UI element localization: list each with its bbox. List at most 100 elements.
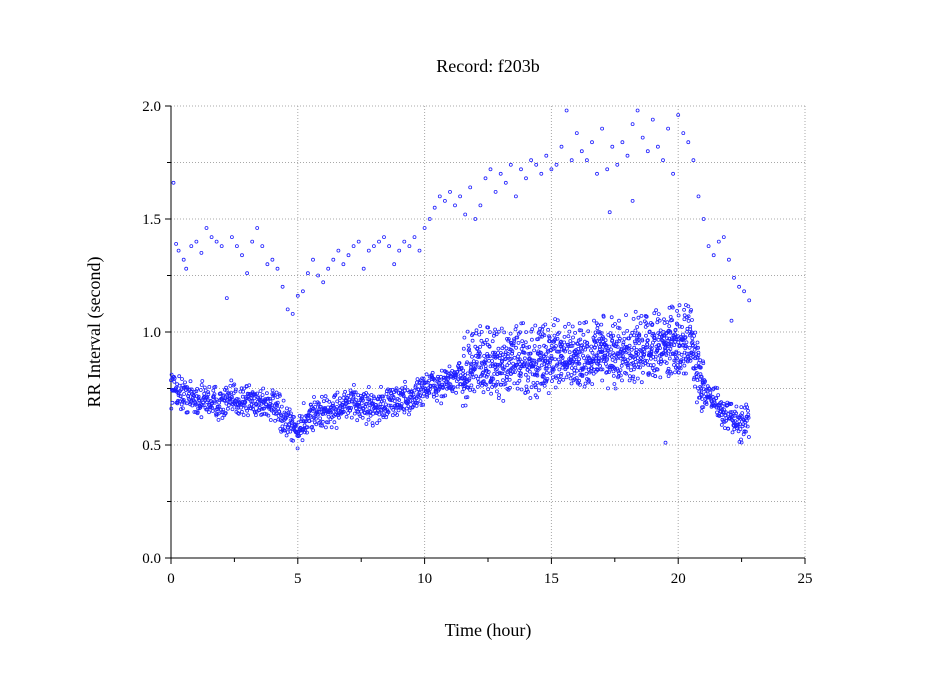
data-point (658, 346, 662, 351)
data-point (239, 405, 243, 410)
data-point (346, 393, 351, 398)
data-point (518, 366, 523, 371)
data-point (544, 344, 548, 349)
data-point (670, 305, 675, 310)
data-point (516, 357, 521, 362)
data-point (746, 408, 750, 413)
data-point (686, 318, 691, 323)
data-point (501, 378, 505, 383)
data-point (626, 365, 630, 370)
data-point (657, 318, 662, 323)
data-point (494, 389, 499, 394)
data-point (469, 383, 474, 388)
data-point (265, 262, 270, 267)
data-point (320, 419, 325, 424)
data-point (641, 370, 645, 375)
data-point (507, 377, 512, 382)
data-point (620, 378, 624, 383)
data-point (610, 144, 615, 149)
data-point (448, 189, 452, 194)
data-point (693, 384, 697, 389)
data-point (491, 376, 496, 381)
data-point (177, 383, 182, 388)
data-point (715, 386, 720, 391)
x-tick-label: 25 (798, 571, 813, 587)
data-point (638, 321, 643, 326)
data-point (554, 344, 558, 348)
data-point (575, 353, 580, 358)
data-point (329, 410, 334, 415)
data-point (458, 194, 463, 199)
data-point (313, 416, 318, 421)
data-point (268, 399, 273, 404)
data-point (210, 401, 215, 406)
data-point (546, 349, 551, 354)
data-point (605, 370, 609, 374)
data-point (587, 379, 591, 384)
gridlines (171, 105, 806, 558)
data-point (627, 336, 631, 341)
data-point (723, 410, 728, 415)
data-point (683, 335, 688, 340)
data-point (590, 382, 595, 387)
data-point (195, 410, 200, 415)
data-point (288, 429, 293, 434)
data-point (691, 158, 696, 163)
data-point (559, 144, 564, 149)
data-point (390, 413, 395, 418)
data-point (549, 167, 554, 172)
data-point (688, 327, 693, 332)
data-point (555, 318, 560, 323)
data-point (710, 394, 715, 399)
data-point (415, 400, 420, 405)
data-point (620, 140, 625, 145)
data-point (382, 398, 386, 403)
data-point (684, 340, 689, 345)
data-point (555, 336, 560, 341)
data-point (669, 339, 674, 344)
data-point (493, 327, 498, 332)
data-point (170, 400, 175, 405)
data-point (274, 390, 279, 395)
data-point (666, 366, 671, 371)
chart-title: Record: f203b (436, 56, 539, 76)
data-point (472, 389, 477, 394)
data-point (548, 360, 552, 365)
data-point (643, 358, 647, 363)
data-point (418, 399, 423, 404)
data-point (601, 314, 606, 319)
data-point (214, 397, 219, 402)
data-point (226, 403, 231, 408)
data-point (478, 344, 483, 349)
data-point (366, 417, 371, 422)
data-point (707, 387, 712, 392)
data-point (569, 158, 574, 163)
data-point (258, 389, 263, 394)
data-point (655, 367, 660, 372)
data-point (504, 356, 509, 361)
data-point (366, 385, 371, 389)
data-point (500, 359, 505, 364)
data-point (649, 350, 654, 355)
data-point (566, 334, 571, 339)
data-point (233, 389, 238, 394)
data-point (644, 314, 649, 319)
data-point (697, 389, 702, 394)
data-point (572, 371, 577, 376)
data-point (177, 374, 182, 379)
data-point (527, 345, 532, 349)
data-point (534, 162, 539, 167)
data-point (236, 411, 241, 416)
data-point (320, 423, 325, 428)
data-point (463, 373, 467, 377)
data-point (510, 351, 514, 356)
data-point (311, 257, 315, 262)
data-point (578, 350, 582, 355)
data-point (428, 384, 433, 389)
data-point (475, 376, 480, 381)
data-point (382, 413, 387, 418)
data-point (498, 171, 503, 176)
data-point (695, 378, 700, 383)
data-point (301, 401, 306, 406)
data-point (679, 359, 683, 364)
